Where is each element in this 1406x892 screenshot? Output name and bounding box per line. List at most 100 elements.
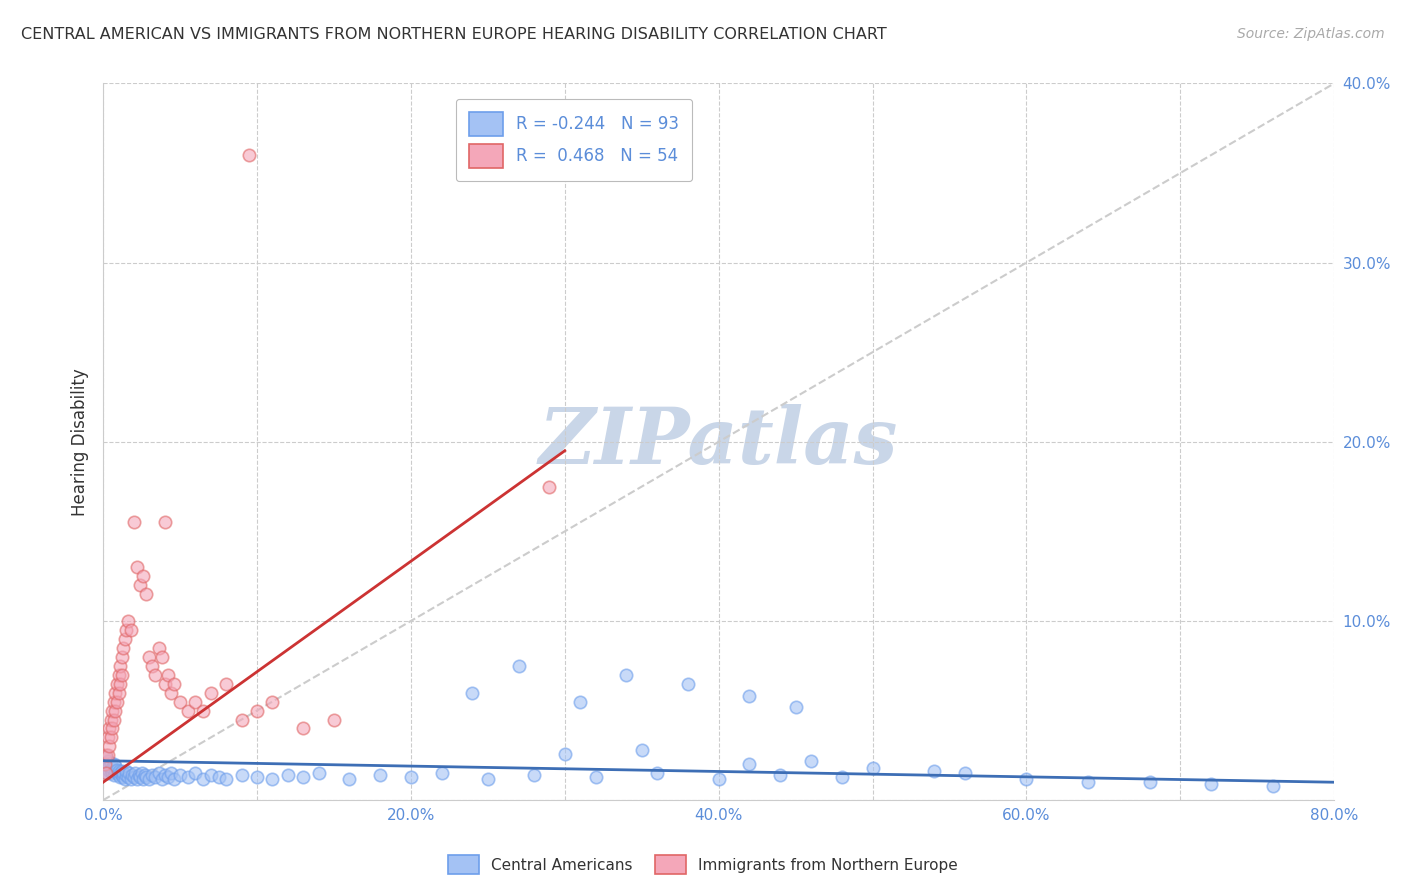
Point xyxy=(97,748,120,763)
Point xyxy=(96,748,118,763)
Point xyxy=(153,768,176,782)
Point xyxy=(117,770,139,784)
Point xyxy=(124,766,146,780)
Point xyxy=(614,667,637,681)
Point xyxy=(569,695,592,709)
Point xyxy=(477,772,499,786)
Point xyxy=(96,750,118,764)
Y-axis label: Hearing Disability: Hearing Disability xyxy=(72,368,89,516)
Point xyxy=(191,772,214,786)
Point xyxy=(98,759,121,773)
Point xyxy=(135,770,157,784)
Point xyxy=(831,770,853,784)
Point xyxy=(191,704,214,718)
Point xyxy=(103,768,125,782)
Point xyxy=(96,761,118,775)
Point xyxy=(107,764,129,779)
Legend: Central Americans, Immigrants from Northern Europe: Central Americans, Immigrants from North… xyxy=(441,849,965,880)
Point xyxy=(953,766,976,780)
Point xyxy=(108,766,131,780)
Point xyxy=(145,667,167,681)
Point xyxy=(97,766,120,780)
Point xyxy=(101,761,124,775)
Point xyxy=(108,658,131,673)
Point xyxy=(738,690,761,704)
Point xyxy=(100,763,122,777)
Point xyxy=(150,772,173,786)
Point xyxy=(1139,775,1161,789)
Point xyxy=(337,772,360,786)
Point xyxy=(103,757,125,772)
Point xyxy=(128,768,150,782)
Point xyxy=(292,722,315,736)
Point xyxy=(132,772,155,786)
Point xyxy=(169,768,191,782)
Point xyxy=(160,766,183,780)
Point xyxy=(145,770,167,784)
Point xyxy=(135,587,157,601)
Point xyxy=(150,649,173,664)
Point xyxy=(110,667,132,681)
Point xyxy=(108,676,131,690)
Point xyxy=(399,770,422,784)
Point xyxy=(138,772,160,786)
Point xyxy=(200,768,222,782)
Point xyxy=(112,766,135,780)
Point xyxy=(141,658,163,673)
Point xyxy=(177,770,200,784)
Point xyxy=(100,713,122,727)
Point xyxy=(98,739,121,754)
Point xyxy=(110,764,132,779)
Point xyxy=(103,695,125,709)
Point xyxy=(122,770,145,784)
Point xyxy=(121,768,143,782)
Point xyxy=(1015,772,1038,786)
Point xyxy=(105,763,128,777)
Point xyxy=(98,764,121,779)
Point xyxy=(120,772,142,786)
Point xyxy=(1077,775,1099,789)
Point xyxy=(585,770,607,784)
Point xyxy=(800,754,823,768)
Point xyxy=(169,695,191,709)
Point xyxy=(163,772,186,786)
Point xyxy=(97,731,120,745)
Text: Source: ZipAtlas.com: Source: ZipAtlas.com xyxy=(1237,27,1385,41)
Point xyxy=(308,766,330,780)
Point xyxy=(277,768,299,782)
Point xyxy=(141,768,163,782)
Point xyxy=(107,768,129,782)
Point xyxy=(707,772,730,786)
Point xyxy=(461,686,484,700)
Point xyxy=(100,756,122,770)
Point xyxy=(129,770,152,784)
Point xyxy=(93,757,115,772)
Point xyxy=(368,768,391,782)
Point xyxy=(645,766,668,780)
Point xyxy=(104,686,127,700)
Point xyxy=(508,658,530,673)
Point xyxy=(1261,779,1284,793)
Point xyxy=(110,649,132,664)
Point xyxy=(105,676,128,690)
Point xyxy=(246,770,269,784)
Point xyxy=(105,695,128,709)
Legend: R = -0.244   N = 93, R =  0.468   N = 54: R = -0.244 N = 93, R = 0.468 N = 54 xyxy=(456,99,693,181)
Point xyxy=(129,578,152,592)
Text: CENTRAL AMERICAN VS IMMIGRANTS FROM NORTHERN EUROPE HEARING DISABILITY CORRELATI: CENTRAL AMERICAN VS IMMIGRANTS FROM NORT… xyxy=(21,27,887,42)
Point xyxy=(101,766,124,780)
Point xyxy=(98,722,121,736)
Point xyxy=(101,704,124,718)
Point xyxy=(922,764,945,779)
Point xyxy=(125,772,148,786)
Point xyxy=(177,704,200,718)
Point xyxy=(134,768,156,782)
Point xyxy=(96,766,118,780)
Point xyxy=(101,722,124,736)
Point xyxy=(107,667,129,681)
Point xyxy=(523,768,546,782)
Point xyxy=(110,768,132,782)
Point xyxy=(538,480,561,494)
Point xyxy=(100,731,122,745)
Point xyxy=(163,676,186,690)
